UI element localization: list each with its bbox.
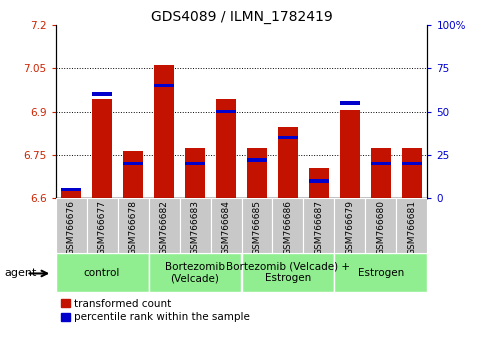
- Bar: [185, 148, 205, 198]
- Bar: [92, 98, 112, 198]
- Bar: [278, 127, 298, 198]
- Bar: [402, 148, 422, 198]
- Bar: [216, 110, 236, 113]
- Bar: [180, 198, 211, 253]
- Bar: [366, 198, 397, 253]
- Bar: [61, 188, 81, 198]
- Bar: [242, 198, 272, 253]
- Text: GSM766680: GSM766680: [376, 200, 385, 255]
- Text: Estrogen: Estrogen: [358, 268, 404, 278]
- Bar: [402, 162, 422, 165]
- Bar: [242, 253, 334, 292]
- Bar: [309, 179, 329, 183]
- Bar: [303, 198, 334, 253]
- Bar: [247, 158, 267, 162]
- Text: GSM766683: GSM766683: [190, 200, 199, 255]
- Bar: [123, 162, 143, 165]
- Text: GSM766687: GSM766687: [314, 200, 324, 255]
- Bar: [56, 198, 86, 253]
- Bar: [211, 198, 242, 253]
- Bar: [154, 65, 174, 198]
- Text: GSM766685: GSM766685: [253, 200, 261, 255]
- Legend: transformed count, percentile rank within the sample: transformed count, percentile rank withi…: [61, 299, 250, 322]
- Bar: [92, 92, 112, 96]
- Text: GSM766686: GSM766686: [284, 200, 293, 255]
- Bar: [154, 84, 174, 87]
- Title: GDS4089 / ILMN_1782419: GDS4089 / ILMN_1782419: [151, 10, 332, 24]
- Bar: [340, 110, 360, 198]
- Bar: [247, 148, 267, 198]
- Bar: [371, 148, 391, 198]
- Bar: [117, 198, 149, 253]
- Text: GSM766681: GSM766681: [408, 200, 416, 255]
- Bar: [216, 98, 236, 198]
- Text: GSM766682: GSM766682: [159, 200, 169, 255]
- Bar: [185, 162, 205, 165]
- Text: Bortezomib (Velcade) +
Estrogen: Bortezomib (Velcade) + Estrogen: [226, 262, 350, 284]
- Text: control: control: [84, 268, 120, 278]
- Text: agent: agent: [5, 268, 37, 278]
- Bar: [309, 168, 329, 198]
- Bar: [123, 150, 143, 198]
- Text: GSM766678: GSM766678: [128, 200, 138, 255]
- Bar: [340, 101, 360, 105]
- Bar: [61, 188, 81, 192]
- Bar: [334, 253, 427, 292]
- Text: GSM766679: GSM766679: [345, 200, 355, 255]
- Bar: [272, 198, 303, 253]
- Text: GSM766677: GSM766677: [98, 200, 107, 255]
- Text: GSM766676: GSM766676: [67, 200, 75, 255]
- Text: GSM766684: GSM766684: [222, 200, 230, 255]
- Bar: [397, 198, 427, 253]
- Bar: [371, 162, 391, 165]
- Bar: [56, 253, 149, 292]
- Text: Bortezomib
(Velcade): Bortezomib (Velcade): [165, 262, 225, 284]
- Bar: [86, 198, 117, 253]
- Bar: [278, 136, 298, 139]
- Bar: [149, 198, 180, 253]
- Bar: [334, 198, 366, 253]
- Bar: [149, 253, 242, 292]
